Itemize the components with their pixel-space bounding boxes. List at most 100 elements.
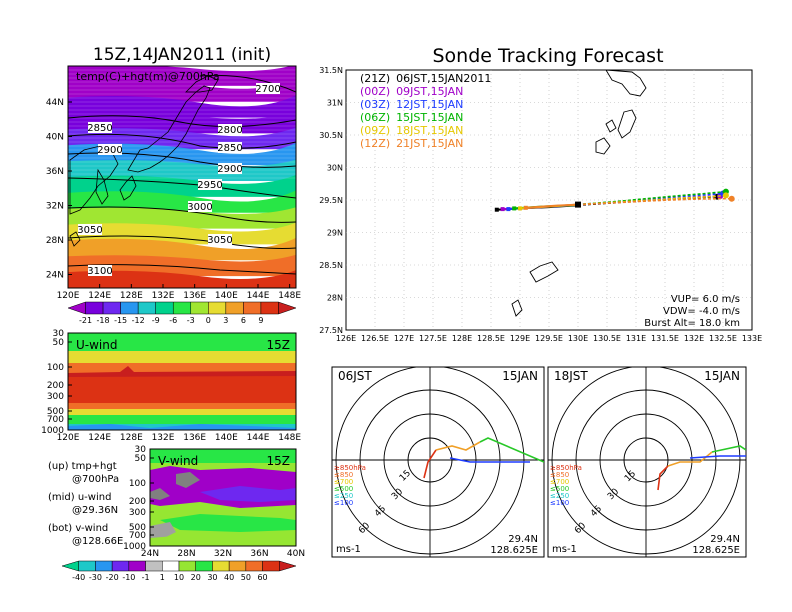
colorbar-swatch	[155, 301, 174, 315]
x-tick-label: 128E	[120, 291, 143, 301]
colorbar-swatch	[190, 301, 209, 315]
temperature-band	[68, 237, 296, 261]
colorbar-label: 0	[206, 316, 211, 325]
colorbar-swatch	[178, 560, 196, 572]
colorbar-swatch	[279, 560, 297, 572]
hodo-time: 06JST	[338, 369, 372, 383]
hodo-lat: 29.4N	[508, 534, 538, 545]
colorbar-swatch	[137, 301, 156, 315]
legend-entry-21z: (21Z) 06JST,15JAN2011	[360, 72, 491, 85]
y-tick-label: 100	[129, 479, 146, 489]
y-tick-label: 1000	[41, 426, 64, 436]
y-tick-label: 40N	[46, 133, 64, 143]
launch-marker	[523, 205, 528, 210]
burst-altitude-readout: Burst Alt= 18.0 km	[644, 318, 740, 329]
v-wind-label: V-wind	[158, 454, 198, 468]
note-bot-title: (bot) v-wind	[48, 523, 108, 534]
colorbar-swatch	[111, 560, 130, 572]
hodo-units: ms-1	[336, 544, 361, 555]
hodo-trace	[657, 465, 669, 491]
colorbar-label: 30	[207, 573, 217, 582]
hodo-lon: 128.625E	[692, 545, 740, 556]
level-legend: ≤850	[550, 471, 569, 479]
contour-label: 2850	[87, 123, 112, 134]
colorbar-swatch	[212, 560, 230, 572]
x-tick-label: 136E	[183, 433, 206, 443]
note-up-detail: @700hPa	[72, 474, 119, 485]
y-tick-label: 31N	[327, 99, 343, 108]
hodo-trace	[479, 437, 544, 463]
x-tick-label: 120E	[57, 291, 80, 301]
colorbar-swatch	[195, 560, 213, 572]
colorbar-label: -21	[79, 316, 92, 325]
island-coast	[617, 109, 637, 139]
track-line-ascent	[525, 203, 579, 209]
y-tick-label: 50	[53, 338, 65, 348]
y-tick-label: 200	[47, 381, 64, 391]
x-tick-label: 131.5E	[651, 334, 679, 343]
x-tick-label: 40N	[287, 549, 305, 559]
temperature-band	[68, 95, 296, 118]
x-tick-label: 133E	[742, 334, 762, 343]
hodo-trace	[689, 455, 746, 459]
y-tick-label: 27.5N	[319, 326, 343, 335]
burst-marker	[575, 201, 581, 208]
x-tick-label: 148E	[278, 291, 301, 301]
level-legend: ≤850	[334, 471, 353, 479]
x-tick-label: 132.5E	[709, 334, 737, 343]
launch-marker	[506, 207, 511, 212]
colorbar-swatch	[243, 301, 262, 315]
colorbar-swatch	[172, 301, 192, 315]
colorbar-swatch	[78, 560, 96, 572]
x-tick-label: 144E	[247, 291, 270, 301]
legend-entry-09z: (09Z) 18JST,15JAN	[360, 124, 463, 137]
note-mid-detail: @29.36N	[72, 505, 118, 516]
u-wind-time: 15Z	[267, 338, 291, 352]
colorbar-label: -18	[97, 316, 110, 325]
track-line-descent	[577, 192, 724, 206]
colorbar-swatch	[245, 560, 263, 572]
x-tick-label: 28N	[177, 549, 195, 559]
track-line-descent	[577, 190, 726, 206]
colorbar-label: -9	[152, 316, 160, 325]
launch-marker	[494, 207, 499, 212]
colorbar-label: 50	[241, 573, 251, 582]
x-tick-label: 144E	[247, 433, 270, 443]
island-coast	[595, 137, 611, 155]
launch-marker	[500, 207, 505, 212]
x-tick-label: 130.5E	[593, 334, 621, 343]
x-tick-label: 126E	[336, 334, 356, 343]
contour-label: 3100	[87, 266, 112, 277]
colorbar-label: -10	[122, 573, 135, 582]
colorbar-label: -1	[142, 573, 150, 582]
temperature-band	[68, 270, 296, 288]
level-legend: ≤100	[334, 499, 353, 507]
level-legend: ≤700	[334, 478, 353, 486]
colorbar-swatch	[128, 560, 146, 572]
colorbar-swatch	[208, 301, 227, 315]
x-tick-label: 128E	[120, 433, 143, 443]
x-tick-label: 128.5E	[477, 334, 505, 343]
y-tick-label: 200	[129, 497, 146, 507]
contour-label: 3050	[77, 225, 102, 236]
legend-entry-06z: (06Z) 15JST,15JAN	[360, 111, 463, 124]
note-mid-title: (mid) u-wind	[48, 492, 111, 503]
colorbar-label: -30	[89, 573, 102, 582]
hodograph-2: 18JST 15JAN 15 30 45 60 ≥850hPa ≤850 ≤70…	[547, 366, 747, 558]
colorbar-swatch	[145, 560, 163, 572]
colorbar-swatch	[278, 301, 297, 315]
track-line-descent	[577, 197, 732, 206]
temperature-band	[68, 159, 296, 181]
contour-label: 3000	[187, 202, 212, 213]
legend-entry-03z: (03Z) 12JST,15JAN	[360, 98, 463, 111]
x-tick-label: 148E	[278, 433, 301, 443]
colorbar-swatch	[260, 301, 279, 315]
x-tick-label: 127E	[394, 334, 414, 343]
hodo-trace	[435, 441, 481, 451]
hodograph-1: 06JST 15JAN 15 30 45 60 ≥850hPa ≤850 ≤70…	[331, 366, 545, 558]
y-tick-label: 300	[129, 508, 146, 518]
y-tick-label: 30	[53, 329, 65, 339]
hodo-time: 18JST	[554, 369, 588, 383]
